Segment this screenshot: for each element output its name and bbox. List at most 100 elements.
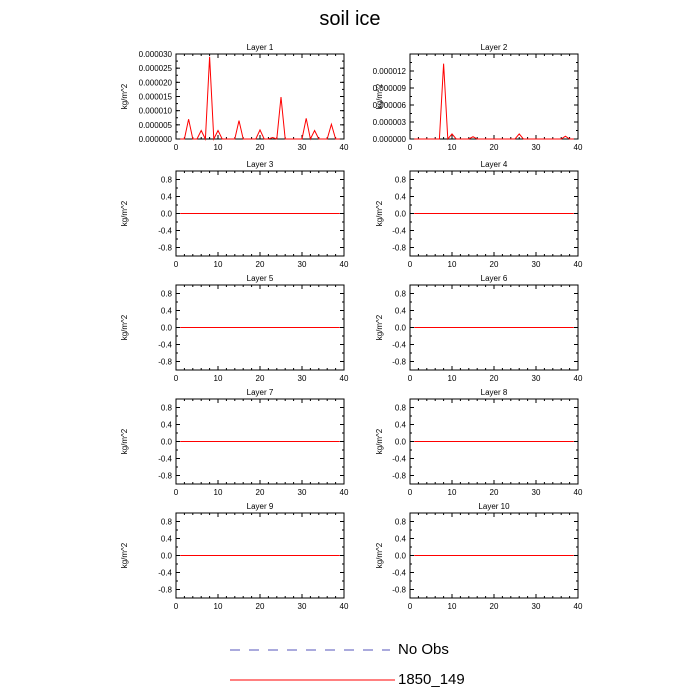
panel-6-ytick-label: 0.4: [395, 307, 407, 316]
panel-9-ytick-label: 0.8: [161, 518, 173, 527]
panel-4-xtick-label: 10: [448, 260, 457, 269]
panel-9-xtick-label: 10: [214, 602, 223, 611]
panel-10-ytick-label: 0.0: [395, 552, 407, 561]
panel-5-xtick-label: 10: [214, 374, 223, 383]
panel-4-ytick-label: 0.8: [395, 176, 407, 185]
panel-2-ytick-label: 0.000012: [373, 67, 407, 76]
panel-5-ylabel: kg/m^2: [120, 314, 129, 340]
panel-9-ytick-label: -0.4: [158, 569, 172, 578]
panel-2-series-1: [414, 63, 574, 141]
panel-5-xtick-label: 20: [256, 374, 265, 383]
panel-8-ylabel: kg/m^2: [375, 428, 384, 454]
panel-8-ytick-label: -0.4: [392, 455, 406, 464]
panel-2-ytick-label: 0.000009: [373, 84, 407, 93]
panel-3-xtick-label: 20: [256, 260, 265, 269]
panel-6-ytick-label: -0.8: [392, 358, 406, 367]
panel-4-xtick-label: 40: [574, 260, 583, 269]
panel-4-ytick-label: -0.8: [392, 244, 406, 253]
panel-5-title: Layer 5: [247, 274, 274, 283]
panel-8-ytick-label: 0.0: [395, 438, 407, 447]
panel-1-ytick-label: 0.000015: [139, 93, 173, 102]
panel-6-xtick-label: 0: [408, 374, 413, 383]
panel-3-ytick-label: 0.4: [161, 193, 173, 202]
panel-2-xtick-label: 10: [448, 143, 457, 152]
panel-7-xtick-label: 10: [214, 488, 223, 497]
panel-1-ytick-label: 0.000005: [139, 121, 173, 130]
panel-10-ylabel: kg/m^2: [375, 542, 384, 568]
panel-5-ytick-label: 0.8: [161, 290, 173, 299]
panel-6-xtick-label: 30: [532, 374, 541, 383]
panel-9-xtick-label: 20: [256, 602, 265, 611]
panel-3-ytick-label: -0.8: [158, 244, 172, 253]
panel-7-ylabel: kg/m^2: [120, 428, 129, 454]
panel-1-ytick-label: 0.000020: [139, 78, 173, 87]
panel-4-xtick-label: 20: [490, 260, 499, 269]
panel-9-xtick-label: 30: [298, 602, 307, 611]
panel-8-xtick-label: 10: [448, 488, 457, 497]
panel-1-ytick-label: 0.000025: [139, 64, 173, 73]
panel-2-xtick-label: 0: [408, 143, 413, 152]
panel-5-ytick-label: -0.4: [158, 341, 172, 350]
panel-4-ylabel: kg/m^2: [375, 200, 384, 226]
panel-7-xtick-label: 30: [298, 488, 307, 497]
panel-10-xtick-label: 0: [408, 602, 413, 611]
panel-3-xtick-label: 40: [340, 260, 349, 269]
panel-8-xtick-label: 20: [490, 488, 499, 497]
legend: No Obs 1850_149: [0, 630, 700, 700]
panel-10-xtick-label: 30: [532, 602, 541, 611]
panel-5-ytick-label: 0.4: [161, 307, 173, 316]
panel-5-xtick-label: 0: [174, 374, 179, 383]
panel-1-xtick-label: 10: [214, 143, 223, 152]
panel-6-ytick-label: 0.0: [395, 324, 407, 333]
panel-10-title: Layer 10: [478, 502, 510, 511]
panel-10-ytick-label: -0.4: [392, 569, 406, 578]
panel-9-ytick-label: 0.0: [161, 552, 173, 561]
panel-3-ytick-label: 0.8: [161, 176, 173, 185]
panel-1-frame: [175, 53, 345, 140]
panel-2-ytick-label: 0.000000: [373, 135, 407, 144]
panel-7-xtick-label: 40: [340, 488, 349, 497]
panel-9-ytick-label: 0.4: [161, 535, 173, 544]
panel-3-xtick-label: 10: [214, 260, 223, 269]
panel-4-xtick-label: 0: [408, 260, 413, 269]
panel-4-title: Layer 4: [481, 160, 508, 169]
panel-7-xtick-label: 0: [174, 488, 179, 497]
panel-7-xtick-label: 20: [256, 488, 265, 497]
panel-1-ytick-label: 0.000010: [139, 107, 173, 116]
panel-3-ytick-label: 0.0: [161, 210, 173, 219]
panel-2-xtick-label: 40: [574, 143, 583, 152]
panel-8-ytick-label: 0.4: [395, 421, 407, 430]
panel-1-series-1: [180, 56, 340, 141]
panel-1-ytick-label: 0.000030: [139, 50, 173, 59]
panel-5-ytick-label: -0.8: [158, 358, 172, 367]
panel-9-xtick-label: 40: [340, 602, 349, 611]
panel-9-ylabel: kg/m^2: [120, 542, 129, 568]
panel-7-ytick-label: -0.8: [158, 472, 172, 481]
panel-2-ytick-label: 0.000006: [373, 101, 407, 110]
panel-4-ytick-label: 0.0: [395, 210, 407, 219]
legend-label-1850-149: 1850_149: [398, 671, 465, 688]
panel-4-ytick-label: 0.4: [395, 193, 407, 202]
panel-10-ytick-label: 0.8: [395, 518, 407, 527]
panel-9-ytick-label: -0.8: [158, 586, 172, 595]
panel-1-title: Layer 1: [247, 43, 274, 52]
legend-swatches: [230, 649, 395, 681]
panel-3-xtick-label: 0: [174, 260, 179, 269]
panel-2-xtick-label: 20: [490, 143, 499, 152]
panel-5-xtick-label: 40: [340, 374, 349, 383]
panel-10-ytick-label: 0.4: [395, 535, 407, 544]
panel-8-xtick-label: 30: [532, 488, 541, 497]
panel-10-xtick-label: 10: [448, 602, 457, 611]
figure-title: soil ice: [319, 8, 381, 30]
panel-8-xtick-label: 40: [574, 488, 583, 497]
panel-6-title: Layer 6: [481, 274, 508, 283]
panel-6-ytick-label: 0.8: [395, 290, 407, 299]
panel-1-ylabel: kg/m^2: [120, 83, 129, 109]
panel-6-xtick-label: 40: [574, 374, 583, 383]
panel-3-ytick-label: -0.4: [158, 227, 172, 236]
panel-4-xtick-label: 30: [532, 260, 541, 269]
legend-label-no-obs: No Obs: [398, 641, 449, 658]
panel-10-xtick-label: 20: [490, 602, 499, 611]
panel-2-xtick-label: 30: [532, 143, 541, 152]
